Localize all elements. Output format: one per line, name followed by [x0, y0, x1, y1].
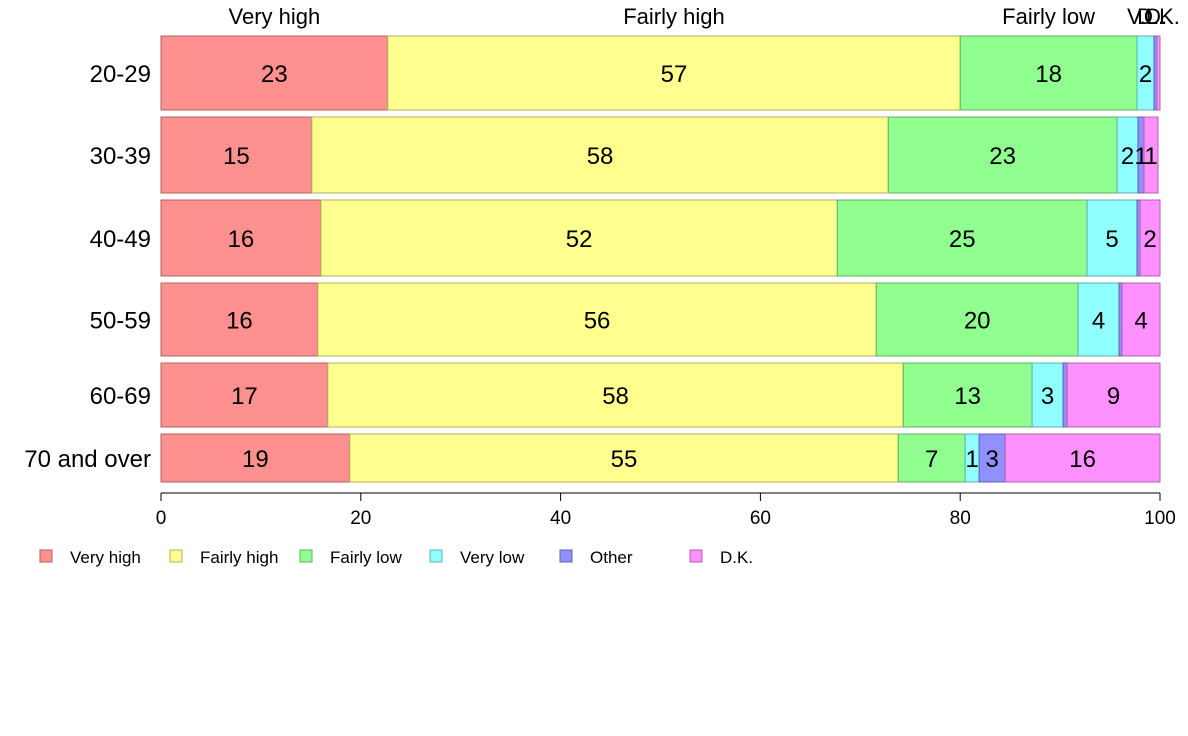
data-label-20-29-fairly-low: 18 [1035, 61, 1062, 88]
x-axis: 0 20 40 60 80 100 [156, 492, 1176, 529]
bar-30-39-d-k [1143, 116, 1159, 194]
bar-70-and-over-other [978, 433, 1006, 483]
category-label-30-39: 30-39 [90, 143, 151, 170]
bar-50-59-very-high [160, 282, 319, 357]
x-tick-label-100: 100 [1144, 508, 1176, 529]
data-label-30-39-other: 1 [1134, 143, 1147, 170]
bar-40-49-d-k [1139, 199, 1161, 277]
bar-20-29-very-high [160, 35, 389, 111]
data-label-70-and-over-very-low: 1 [966, 446, 979, 473]
data-label-60-69-very-low: 3 [1041, 383, 1054, 410]
category-labels-group: 20-29 30-39 40-49 50-59 60-69 70 and over [24, 61, 151, 473]
data-label-50-59-d-k: 4 [1134, 308, 1147, 335]
bars-group [160, 35, 1161, 483]
bar-70-and-over-very-high [160, 433, 351, 483]
data-label-40-49-very-low: 5 [1105, 226, 1118, 253]
data-label-20-29-very-low: 2 [1139, 61, 1152, 88]
x-tick-label-0: 0 [156, 508, 167, 529]
bar-60-69-very-low [1031, 362, 1064, 428]
bar-70-and-over-fairly-high [349, 433, 899, 483]
top-label-fairly-low: Fairly low [1002, 4, 1095, 29]
legend-swatch-very-high [39, 549, 53, 563]
legend-swatch-other [559, 549, 573, 563]
bar-60-69-fairly-low [902, 362, 1033, 428]
data-label-70-and-over-very-high: 19 [242, 446, 269, 473]
legend-label-d-k: D.K. [720, 548, 753, 567]
data-label-20-29-very-high: 23 [261, 61, 288, 88]
legend-swatch-fairly-low [299, 549, 313, 563]
data-label-30-39-fairly-high: 58 [587, 143, 614, 170]
top-label-fairly-high: Fairly high [623, 4, 724, 29]
bar-40-49-fairly-high [320, 199, 838, 277]
bar-40-49-very-low [1086, 199, 1138, 277]
category-label-20-29: 20-29 [90, 61, 151, 88]
x-tick-label-40: 40 [550, 508, 571, 529]
category-label-60-69: 60-69 [90, 383, 151, 410]
legend-swatch-d-k [689, 549, 703, 563]
legend-label-fairly-low: Fairly low [330, 548, 403, 567]
bar-30-39-fairly-low [887, 116, 1118, 194]
bar-30-39-fairly-high [311, 116, 889, 194]
bar-60-69-d-k [1066, 362, 1161, 428]
top-labels-group: Very high Fairly high Fairly low V.L.O.D.K. [229, 4, 1180, 29]
data-label-30-39-d-k: 1 [1144, 143, 1157, 170]
data-label-40-49-very-high: 16 [228, 226, 255, 253]
category-label-70-and-over: 70 and over [24, 446, 151, 473]
legend-swatch-very-low [429, 549, 443, 563]
legend-label-other: Other [590, 548, 633, 567]
top-label-very-low: V.L. [1127, 4, 1164, 29]
data-label-60-69-fairly-low: 13 [954, 383, 981, 410]
bar-20-29-fairly-high [387, 35, 961, 111]
data-label-30-39-very-high: 15 [223, 143, 250, 170]
data-label-70-and-over-other: 3 [985, 446, 998, 473]
bar-50-59-d-k [1121, 282, 1161, 357]
x-tick-label-60: 60 [750, 508, 771, 529]
data-label-50-59-fairly-low: 20 [964, 308, 991, 335]
bar-70-and-over-d-k [1004, 433, 1161, 483]
x-tick-label-20: 20 [350, 508, 371, 529]
legend-swatch-fairly-high [169, 549, 183, 563]
data-label-30-39-very-low: 2 [1121, 143, 1134, 170]
data-label-60-69-fairly-high: 58 [602, 383, 629, 410]
top-label-d-k: D.K. [1137, 4, 1180, 29]
data-label-70-and-over-d-k: 16 [1069, 446, 1096, 473]
data-label-50-59-very-high: 16 [226, 308, 253, 335]
bar-30-39-very-high [160, 116, 313, 194]
legend-label-very-high: Very high [70, 548, 141, 567]
bar-40-49-very-high [160, 199, 322, 277]
bar-60-69-other [1062, 362, 1068, 428]
legend-label-very-low: Very low [460, 548, 525, 567]
bar-50-59-fairly-low [875, 282, 1079, 357]
data-label-50-59-fairly-high: 56 [584, 308, 611, 335]
legend-label-fairly-high: Fairly high [200, 548, 278, 567]
bar-70-and-over-fairly-low [897, 433, 966, 483]
bar-60-69-very-high [160, 362, 329, 428]
data-label-40-49-d-k: 2 [1143, 226, 1156, 253]
data-label-70-and-over-fairly-low: 7 [925, 446, 938, 473]
data-label-60-69-d-k: 9 [1107, 383, 1120, 410]
data-label-40-49-fairly-high: 52 [566, 226, 593, 253]
data-label-40-49-fairly-low: 25 [949, 226, 976, 253]
category-label-40-49: 40-49 [90, 226, 151, 253]
data-label-50-59-very-low: 4 [1092, 308, 1105, 335]
top-label-very-high: Very high [229, 4, 321, 29]
data-label-70-and-over-fairly-high: 55 [611, 446, 638, 473]
data-label-60-69-very-high: 17 [231, 383, 258, 410]
data-label-20-29-fairly-high: 57 [661, 61, 688, 88]
category-label-50-59: 50-59 [90, 308, 151, 335]
x-tick-label-80: 80 [950, 508, 971, 529]
bar-20-29-d-k [1156, 35, 1161, 111]
bar-60-69-fairly-high [327, 362, 904, 428]
legend: Very high Fairly high Fairly low Very low Ot… [39, 548, 753, 567]
data-label-30-39-fairly-low: 23 [989, 143, 1016, 170]
top-label-other: O. [1144, 4, 1167, 29]
bar-20-29-fairly-low [959, 35, 1138, 111]
